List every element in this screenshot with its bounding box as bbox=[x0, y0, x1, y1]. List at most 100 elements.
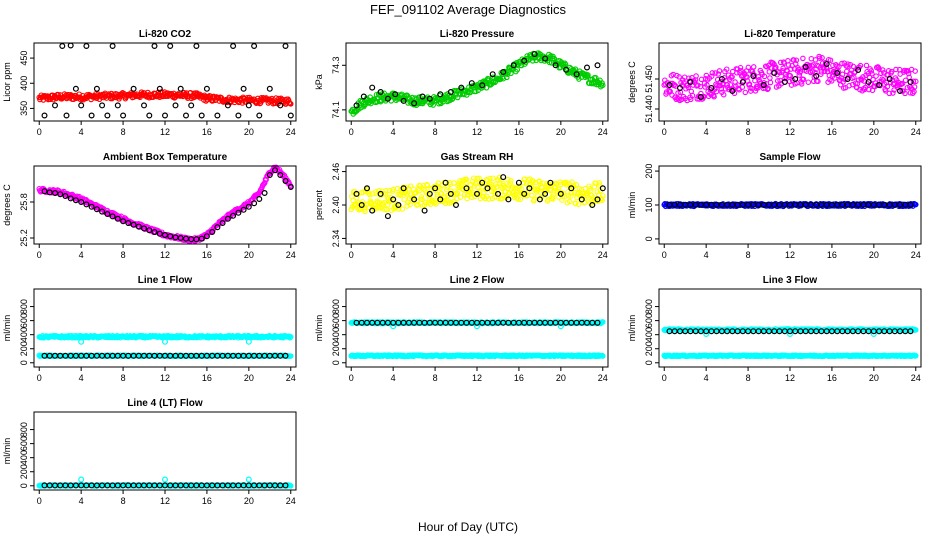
data-point bbox=[177, 85, 184, 92]
data-point bbox=[716, 68, 723, 74]
data-point bbox=[902, 90, 908, 97]
data-point bbox=[490, 175, 496, 182]
x-tick-label: 16 bbox=[514, 127, 524, 137]
x-tick-label: 16 bbox=[514, 250, 524, 260]
series-dense bbox=[661, 53, 919, 104]
data-point bbox=[114, 102, 121, 109]
data-point bbox=[360, 93, 367, 100]
data-point bbox=[596, 180, 602, 186]
data-point bbox=[720, 91, 727, 98]
data-point bbox=[547, 179, 554, 186]
data-point bbox=[438, 190, 445, 197]
data-point bbox=[495, 190, 502, 197]
data-point bbox=[353, 194, 360, 201]
data-point bbox=[845, 61, 851, 67]
data-point bbox=[392, 91, 399, 98]
data-point bbox=[729, 74, 735, 80]
data-point bbox=[515, 196, 521, 202]
data-point bbox=[401, 196, 407, 203]
data-point bbox=[214, 112, 221, 119]
y-tick-label: 100 bbox=[644, 197, 654, 212]
y-tick-label: 600 bbox=[331, 313, 341, 328]
data-point bbox=[88, 203, 95, 210]
y-tick-label: 450 bbox=[19, 51, 29, 66]
x-tick-label: 4 bbox=[79, 127, 84, 137]
data-point bbox=[836, 63, 842, 70]
data-point bbox=[492, 190, 499, 197]
data-point bbox=[369, 207, 376, 214]
data-point bbox=[571, 189, 578, 196]
data-point bbox=[689, 92, 696, 99]
data-point bbox=[272, 167, 279, 174]
data-point bbox=[755, 85, 761, 91]
data-point bbox=[785, 62, 792, 68]
data-point bbox=[497, 180, 503, 186]
y-tick-label: 800 bbox=[331, 299, 341, 314]
data-point bbox=[521, 57, 528, 64]
data-point bbox=[130, 221, 137, 228]
data-point bbox=[583, 64, 590, 71]
data-point bbox=[863, 62, 870, 69]
y-tick-label: 2.34 bbox=[331, 230, 341, 248]
y-tick-label: 25.8 bbox=[19, 193, 29, 211]
data-point bbox=[274, 98, 281, 105]
data-point bbox=[214, 224, 221, 231]
data-point bbox=[512, 61, 518, 67]
data-point bbox=[823, 60, 830, 67]
data-point bbox=[865, 78, 872, 85]
data-point bbox=[245, 102, 252, 109]
data-point bbox=[508, 177, 514, 184]
y-axis-label: ml/min bbox=[314, 315, 324, 342]
data-point bbox=[479, 82, 486, 89]
data-point bbox=[586, 183, 592, 189]
x-tick-label: 4 bbox=[79, 250, 84, 260]
data-point bbox=[350, 197, 356, 204]
data-point bbox=[51, 190, 58, 197]
data-point bbox=[407, 201, 413, 208]
data-point bbox=[886, 75, 893, 82]
y-axis-label: percent bbox=[314, 189, 324, 220]
data-point bbox=[761, 73, 768, 80]
data-point bbox=[88, 112, 95, 119]
data-point bbox=[724, 82, 731, 88]
y-axis-label: ml/min bbox=[627, 315, 637, 342]
data-point bbox=[156, 230, 163, 237]
series-dense bbox=[36, 89, 294, 107]
data-point bbox=[891, 87, 897, 93]
data-point bbox=[750, 64, 757, 70]
x-tick-label: 0 bbox=[662, 127, 667, 137]
series-dense bbox=[348, 174, 606, 215]
data-point bbox=[715, 71, 722, 77]
data-point bbox=[510, 62, 517, 69]
panel-title: Sample Flow bbox=[759, 152, 820, 163]
series-dense bbox=[36, 164, 294, 244]
data-point bbox=[521, 190, 528, 197]
y-tick-label: 25.2 bbox=[19, 229, 29, 247]
data-point bbox=[868, 68, 875, 74]
data-point bbox=[162, 112, 169, 119]
data-point bbox=[72, 197, 79, 204]
data-point bbox=[141, 102, 148, 109]
data-point bbox=[727, 82, 734, 88]
x-tick-label: 8 bbox=[121, 250, 126, 260]
data-point bbox=[729, 87, 736, 94]
data-point bbox=[384, 95, 391, 102]
data-point bbox=[746, 81, 753, 87]
data-point bbox=[411, 100, 418, 107]
data-point bbox=[792, 61, 799, 67]
data-point bbox=[251, 200, 258, 207]
data-point bbox=[552, 62, 559, 69]
data-point bbox=[899, 80, 906, 87]
data-point bbox=[767, 79, 774, 86]
data-point bbox=[358, 202, 365, 209]
data-point bbox=[245, 203, 252, 210]
data-point bbox=[912, 68, 918, 74]
data-point bbox=[183, 112, 190, 119]
panel-title: Li-820 CO2 bbox=[139, 29, 192, 40]
y-tick-label: 400 bbox=[331, 327, 341, 342]
data-point bbox=[93, 206, 100, 213]
data-point bbox=[83, 42, 90, 49]
data-point bbox=[359, 199, 366, 205]
data-point bbox=[470, 175, 477, 181]
